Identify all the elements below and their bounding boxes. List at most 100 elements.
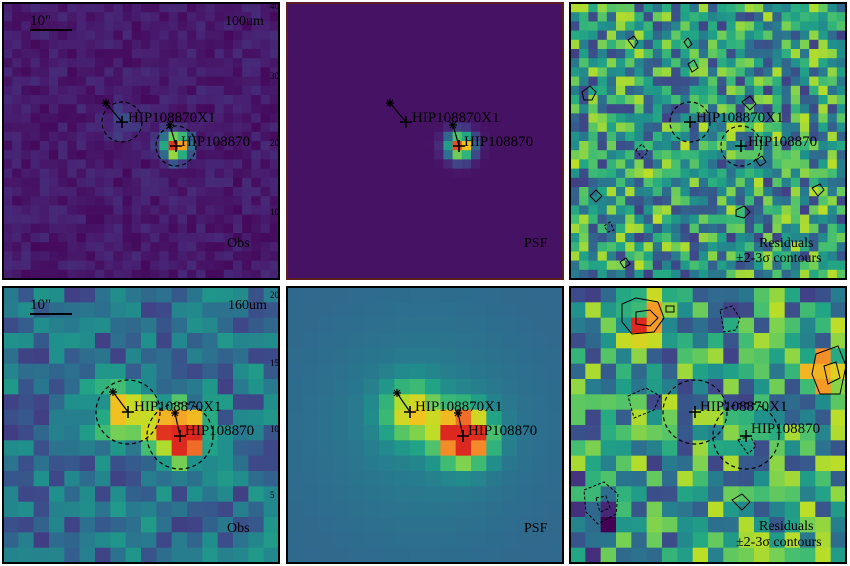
obs-label: Obs [227, 521, 250, 536]
image-pixel [836, 39, 846, 50]
right-axis-row2: 20 15 10 5 [270, 290, 280, 500]
image-pixel [233, 333, 249, 349]
image-pixel [597, 214, 608, 225]
image-pixel [305, 269, 316, 279]
image-pixel [49, 547, 65, 563]
image-pixel [171, 287, 188, 303]
image-pixel [480, 233, 490, 243]
image-pixel [397, 122, 408, 133]
image-pixel [287, 440, 303, 457]
image-pixel [535, 177, 546, 188]
image-pixel [547, 333, 563, 349]
image-pixel [113, 187, 124, 197]
image-pixel [21, 49, 32, 59]
image-pixel [159, 131, 170, 142]
image-pixel [471, 287, 487, 303]
image-pixel [652, 85, 663, 96]
image-pixel [790, 159, 801, 170]
image-pixel [489, 12, 500, 22]
image-pixel [110, 547, 127, 563]
image-pixel [314, 269, 325, 279]
image-pixel [351, 39, 362, 50]
image-pixel [597, 21, 608, 32]
image-pixel [323, 30, 334, 41]
image-pixel [348, 348, 365, 365]
image-pixel [790, 177, 801, 188]
image-pixel [242, 113, 252, 124]
image-pixel [735, 21, 746, 32]
image-pixel [646, 501, 663, 518]
image-pixel [434, 76, 444, 87]
image-pixel [489, 269, 500, 279]
image-pixel [744, 168, 755, 179]
image-pixel [125, 440, 142, 457]
image-pixel [131, 233, 142, 243]
image-pixel [242, 49, 252, 59]
image-pixel [489, 159, 500, 170]
image-pixel [452, 12, 463, 22]
image-pixel [769, 547, 786, 563]
image-pixel [141, 85, 151, 96]
image-pixel [110, 302, 127, 319]
image-pixel [517, 141, 527, 151]
image-pixel [406, 3, 417, 13]
image-pixel [754, 440, 770, 457]
image-pixel [49, 317, 65, 334]
image-pixel [818, 141, 829, 151]
image-pixel [314, 85, 325, 96]
image-pixel [455, 394, 472, 411]
image-pixel [113, 95, 124, 105]
image-pixel [187, 233, 197, 243]
image-pixel [260, 30, 271, 41]
image-pixel [187, 205, 197, 216]
image-pixel [58, 104, 68, 114]
image-pixel [708, 76, 718, 87]
image-pixel [754, 39, 764, 50]
image-pixel [177, 67, 188, 78]
image-pixel [141, 242, 151, 252]
image-pixel [698, 159, 709, 170]
image-pixel [39, 233, 50, 243]
image-pixel [471, 455, 487, 472]
image-pixel [302, 317, 319, 334]
image-pixel [233, 58, 243, 68]
image-pixel [585, 379, 602, 395]
image-pixel [125, 302, 142, 319]
image-pixel [302, 486, 319, 503]
image-pixel [535, 58, 546, 68]
image-pixel [547, 517, 563, 533]
image-pixel [187, 150, 197, 160]
image-pixel [95, 12, 105, 22]
image-pixel [388, 223, 398, 234]
image-pixel [471, 409, 487, 426]
image-pixel [616, 547, 632, 563]
image-pixel [214, 260, 225, 271]
image-pixel [570, 317, 586, 334]
image-pixel [110, 486, 127, 503]
image-pixel [85, 141, 96, 151]
image-pixel [263, 486, 279, 503]
image-pixel [480, 269, 490, 279]
image-pixel [631, 379, 648, 395]
image-pixel [296, 159, 306, 170]
image-pixel [827, 177, 838, 188]
image-pixel [287, 3, 297, 13]
image-pixel [263, 333, 279, 349]
image-pixel [570, 58, 580, 68]
image-pixel [800, 150, 810, 160]
image-pixel [830, 317, 846, 334]
image-pixel [836, 260, 846, 271]
image-pixel [708, 471, 724, 487]
image-pixel [223, 12, 234, 22]
image-pixel [827, 39, 838, 50]
image-pixel [800, 168, 810, 179]
image-pixel [305, 85, 316, 96]
image-pixel [680, 233, 691, 243]
image-pixel [532, 440, 549, 457]
image-pixel [113, 269, 124, 279]
image-pixel [397, 12, 408, 22]
image-pixel [333, 131, 343, 142]
image-pixel [489, 76, 500, 87]
image-pixel [21, 233, 32, 243]
image-pixel [425, 150, 435, 160]
